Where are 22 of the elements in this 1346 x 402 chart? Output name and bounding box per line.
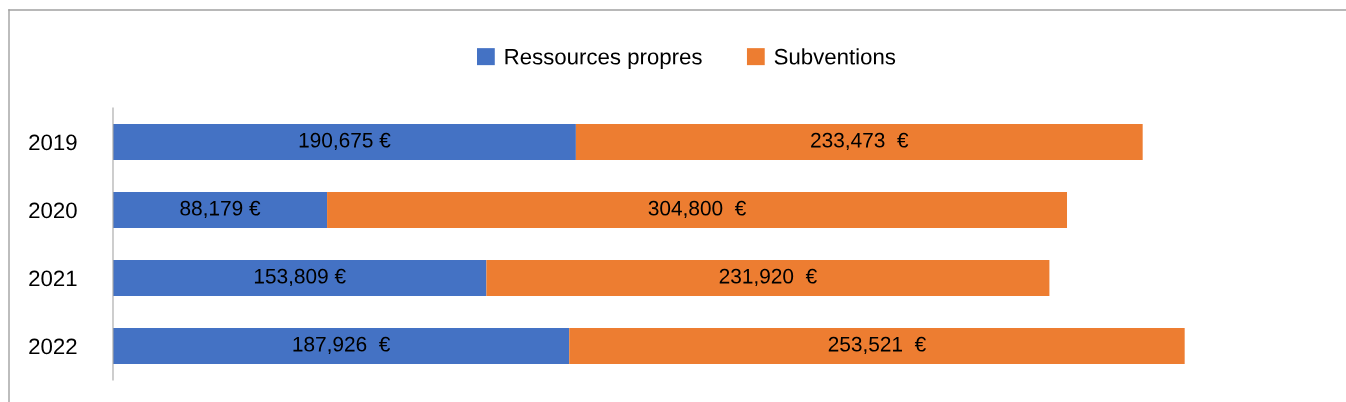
- legend-label: Subventions: [774, 48, 896, 65]
- bar: [113, 327, 570, 365]
- data-label: 233,473 €: [811, 132, 909, 151]
- legend-label: Ressources propres: [505, 49, 702, 69]
- data-label: 153,809 €: [254, 268, 346, 287]
- data-label: 253,521 €: [828, 336, 926, 355]
- bar: [486, 259, 1050, 297]
- bar: [113, 259, 487, 297]
- y-tick-label: 2020: [29, 202, 77, 219]
- bar: [113, 123, 576, 161]
- data-label: 187,926 €: [293, 336, 391, 355]
- bar: [113, 191, 328, 229]
- y-tick-label: 2022: [29, 338, 77, 355]
- data-label: 304,800 €: [648, 200, 746, 219]
- data-label: 231,920 €: [719, 268, 817, 287]
- y-tick-label: 2019: [29, 134, 77, 151]
- bar: [327, 191, 1068, 229]
- data-label: 190,675 €: [299, 132, 391, 151]
- bar: [569, 327, 1185, 365]
- bar: [575, 123, 1143, 161]
- y-tick-label: 2021: [29, 270, 77, 287]
- data-label: 88,179 €: [180, 200, 261, 219]
